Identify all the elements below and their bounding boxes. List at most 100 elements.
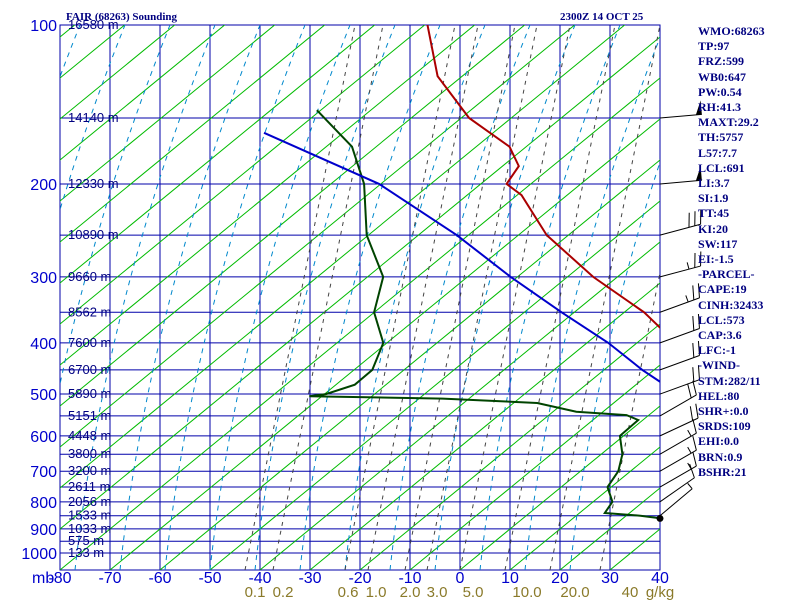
index-entry: SHR+:0.0 [698, 404, 749, 419]
moist-adiabat [524, 36, 660, 570]
index-entry: TP:97 [698, 39, 730, 54]
temperature-tick-label: -50 [198, 570, 221, 587]
pressure-tick-label: 600 [30, 429, 57, 446]
dry-adiabat [60, 25, 476, 366]
index-entry: RH:41.3 [698, 100, 741, 115]
moist-adiabat [0, 25, 35, 570]
wind-barb-half-flag [687, 483, 693, 490]
dry-adiabat [760, 0, 800, 570]
index-entry: LCL:691 [698, 160, 745, 175]
wind-barb-flag [697, 365, 700, 380]
temperature-tick-label: -80 [48, 570, 71, 587]
mixing-ratio-label: 0.1 [245, 584, 266, 600]
temperature-tick-label: -60 [148, 570, 171, 587]
dry-adiabat [359, 323, 660, 570]
index-entry: SW:117 [698, 236, 738, 251]
dry-adiabat [209, 200, 660, 570]
wind-barb-flag [697, 283, 700, 298]
mixing-ratio-label: 0.2 [273, 584, 294, 600]
temperature-tick-label: -10 [398, 570, 421, 587]
temperature-tick-label: -70 [98, 570, 121, 587]
x-axis-unit-label: mb [32, 570, 54, 587]
mixing-ratio-label: 10.0 [512, 584, 541, 600]
temperature-tick-label: -40 [248, 570, 271, 587]
pressure-tick-label: 100 [30, 18, 57, 35]
wind-barb-flag [692, 418, 697, 434]
moist-adiabat [60, 25, 171, 387]
index-entry: HEL:80 [698, 388, 740, 403]
moist-adiabat [74, 25, 216, 570]
index-entry: CINH:32433 [698, 297, 764, 312]
wind-barb-staff [659, 394, 697, 417]
pressure-tick-label: 500 [30, 387, 57, 404]
wind-barb-half-flag [686, 262, 690, 270]
moist-adiabat [479, 25, 621, 570]
mixing-ratio-label: 0.6 [338, 584, 359, 600]
dry-adiabat [109, 118, 660, 570]
wind-barb-staff [659, 179, 702, 185]
index-entry: LCL:573 [698, 312, 745, 327]
height-level-label: 5890 m [68, 386, 111, 401]
wind-barb-staff [659, 432, 697, 455]
mixing-ratio-label: g/kg [646, 584, 674, 600]
moist-adiabat [434, 25, 576, 570]
index-entry: WMO:68263 [698, 24, 765, 38]
pressure-tick-label: 200 [30, 177, 57, 194]
moist-adiabat [389, 25, 531, 570]
temperature-line [426, 25, 660, 330]
height-level-label: 2611 m [68, 479, 110, 494]
index-entry: BSHR:21 [698, 464, 747, 479]
wind-barb [659, 403, 699, 437]
height-level-label: 1533 m [68, 508, 111, 523]
dry-adiabat [60, 25, 426, 325]
dry-adiabat [60, 25, 326, 243]
wind-barb [659, 283, 700, 313]
height-level-label: 7600 m [68, 335, 111, 350]
stability-indices-panel: WMO:68263 TP:97 FRZ:599 WB0:647 PW:0.54 RH:41… [698, 24, 765, 480]
mixing-ratio-line [244, 25, 356, 570]
wind-barb [659, 365, 700, 395]
wind-barb-half-flag [687, 446, 692, 454]
background-lines [0, 0, 800, 570]
moist-adiabat [119, 25, 261, 570]
dry-adiabat [459, 405, 660, 570]
index-entry: EHI:0.0 [698, 434, 740, 449]
wind-barb-staff [659, 477, 695, 503]
mixing-ratio-line [459, 25, 571, 570]
mixing-ratio-label: 5.0 [463, 584, 484, 600]
height-level-label: 12330 m [68, 176, 119, 191]
moist-adiabat [299, 25, 441, 570]
wind-barb-staff [659, 355, 700, 371]
pressure-tick-label: 1000 [21, 546, 57, 563]
height-level-label: 2056 m [68, 494, 111, 509]
height-level-label: 3200 m [68, 463, 111, 478]
dewpoint-line [309, 109, 660, 520]
isobar-isotherm-grid [59, 24, 661, 571]
wind-barb [659, 251, 702, 278]
index-entry: -PARCEL- [698, 267, 755, 282]
wind-barb-flag [697, 340, 700, 356]
height-level-label: 10890 m [68, 227, 119, 242]
dry-adiabat [60, 25, 276, 202]
dry-adiabat [60, 36, 660, 530]
index-entry: CAPE:19 [698, 282, 747, 297]
wind-barb [659, 209, 702, 236]
mixing-ratio-line [599, 270, 660, 570]
index-entry: KI:20 [698, 221, 728, 236]
height-level-label: 6700 m [68, 362, 111, 377]
dry-adiabat [509, 446, 660, 570]
height-level-label: 16580 m [68, 17, 119, 32]
wind-barb-staff [659, 113, 702, 119]
temperature-tick-label: 40 [651, 570, 669, 587]
pressure-tick-label: 800 [30, 495, 57, 512]
wind-barb [659, 418, 697, 455]
mixing-ratio-line [344, 25, 456, 570]
calm-wind-marker [656, 514, 664, 522]
moist-adiabat [209, 25, 351, 570]
height-level-label: 575 m [68, 533, 104, 548]
mixing-ratio-label: 20.0 [560, 584, 589, 600]
dry-adiabat [60, 25, 626, 489]
index-entry: WB0:647 [698, 69, 746, 84]
dry-adiabat [60, 25, 226, 161]
temperature-tick-label: -30 [298, 570, 321, 587]
